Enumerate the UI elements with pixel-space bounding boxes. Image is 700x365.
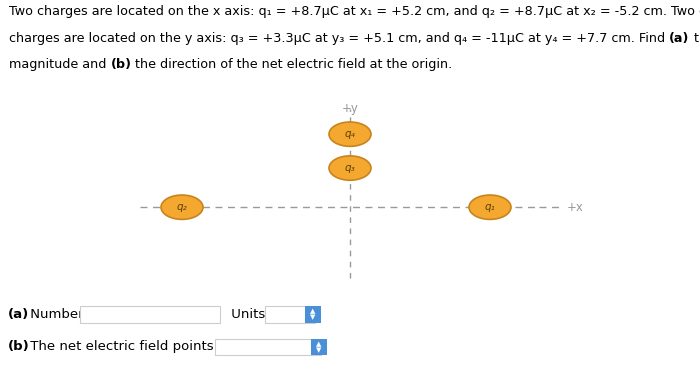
Text: the direction of the net electric field at the origin.: the direction of the net electric field … [132,58,453,71]
Text: charges are located on the y axis: q₃ = +3.3μC at y₃ = +5.1 cm, and q₄ = -11μC a: charges are located on the y axis: q₃ = … [9,32,669,45]
Text: (a): (a) [8,308,29,321]
Text: ▼: ▼ [310,315,316,320]
FancyBboxPatch shape [215,339,321,355]
FancyBboxPatch shape [305,306,321,323]
Text: Two charges are located on the x axis: q₁ = +8.7μC at x₁ = +5.2 cm, and q₂ = +8.: Two charges are located on the x axis: q… [9,5,700,19]
FancyBboxPatch shape [80,306,220,323]
Ellipse shape [161,195,203,219]
FancyBboxPatch shape [311,339,327,355]
Text: +x: +x [567,201,584,214]
Ellipse shape [329,156,371,180]
FancyBboxPatch shape [265,306,315,323]
Text: q₄: q₄ [344,129,356,139]
Text: the: the [690,32,700,45]
Ellipse shape [469,195,511,219]
Ellipse shape [329,122,371,146]
Text: Units: Units [227,308,265,321]
Text: (a): (a) [669,32,690,45]
Text: ▲: ▲ [310,308,316,314]
Text: ▼: ▼ [316,347,322,353]
Text: (b): (b) [111,58,132,71]
Text: The net electric field points: The net electric field points [26,340,214,353]
Text: q₂: q₂ [176,202,188,212]
Text: Number: Number [26,308,83,321]
Text: q₃: q₃ [344,163,356,173]
Text: magnitude and: magnitude and [9,58,111,71]
Text: +y: +y [342,103,358,115]
Text: (b): (b) [8,340,29,353]
Text: q₁: q₁ [484,202,496,212]
Text: ▲: ▲ [316,341,322,347]
